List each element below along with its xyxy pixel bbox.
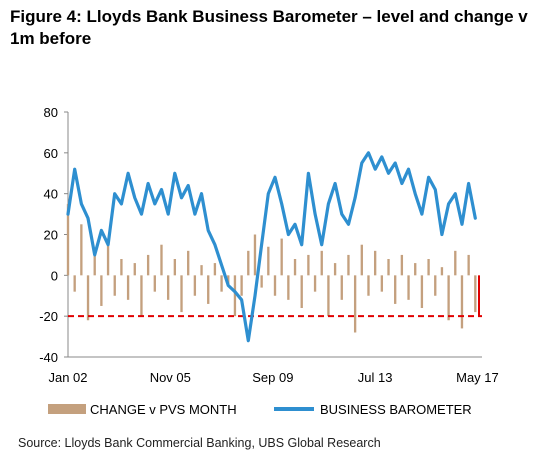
bar	[307, 254, 310, 276]
bar	[360, 244, 363, 276]
bar	[447, 275, 450, 321]
y-tick-label: 60	[44, 146, 58, 161]
x-tick-label: May 17	[456, 370, 499, 385]
bar	[106, 238, 110, 276]
bar	[86, 275, 90, 321]
bar	[474, 275, 477, 313]
bar	[166, 275, 170, 300]
legend-swatch-change	[48, 404, 86, 414]
bar	[146, 254, 150, 276]
legend-label-change: CHANGE v PVS MONTH	[90, 402, 237, 417]
bar	[407, 275, 410, 300]
bar	[460, 275, 464, 329]
bar	[180, 275, 183, 313]
y-tick-label: -20	[39, 309, 58, 324]
bar	[414, 263, 417, 276]
bar	[207, 275, 210, 304]
bar	[80, 224, 83, 276]
bar	[187, 250, 190, 276]
bar	[113, 275, 116, 296]
legend: CHANGE v PVS MONTH BUSINESS BAROMETER	[48, 402, 472, 417]
x-tick-label: Jul 13	[358, 370, 393, 385]
line-series	[66, 151, 477, 343]
bar	[160, 244, 163, 276]
bar	[387, 259, 390, 276]
bar	[267, 246, 270, 276]
bar	[93, 254, 96, 276]
y-tick-label: -40	[39, 350, 58, 365]
bar	[293, 259, 297, 276]
bar	[373, 250, 377, 276]
bar	[140, 275, 143, 317]
y-tick-label: 40	[44, 187, 58, 202]
axes	[64, 111, 482, 358]
bar	[126, 275, 130, 300]
bar	[300, 275, 303, 308]
chart-title: Figure 4: Lloyds Bank Business Barometer…	[10, 7, 528, 48]
bar	[73, 275, 76, 292]
bar	[173, 259, 177, 276]
y-tick-label: 20	[44, 228, 58, 243]
bar	[353, 275, 357, 333]
bar	[240, 275, 243, 296]
bar	[420, 275, 424, 308]
x-tick-labels: Jan 02 Nov 05 Sep 09 Jul 13 May 17	[48, 370, 498, 385]
bar	[213, 263, 217, 276]
bar	[273, 275, 277, 296]
y-tick-label: 80	[44, 105, 58, 120]
bar	[320, 250, 323, 276]
x-tick-label: Jan 02	[48, 370, 87, 385]
bar	[66, 203, 70, 276]
bar	[247, 250, 250, 276]
bar	[287, 275, 290, 300]
y-tick-labels: 80 60 40 20 0 -20 -40	[39, 105, 58, 365]
barometer-line	[66, 151, 477, 343]
bar	[394, 275, 397, 304]
bar	[347, 254, 350, 276]
bar	[400, 254, 404, 276]
bar	[327, 275, 330, 317]
bar	[153, 275, 156, 292]
legend-label-barometer: BUSINESS BAROMETER	[320, 402, 472, 417]
bar-series	[66, 203, 477, 333]
x-tick-label: Sep 09	[252, 370, 293, 385]
bar	[454, 250, 457, 276]
y-tick-label: 0	[51, 268, 58, 283]
bar	[200, 265, 203, 276]
bar	[193, 275, 197, 296]
bar	[100, 275, 103, 306]
bar	[367, 275, 370, 296]
bar	[340, 275, 343, 300]
bar	[467, 254, 470, 276]
bar	[220, 275, 223, 292]
bar	[253, 234, 257, 276]
bar	[233, 275, 237, 317]
bar	[120, 259, 123, 276]
bar	[260, 275, 263, 288]
reference-line-group	[68, 275, 482, 318]
bar	[440, 267, 444, 276]
bar	[333, 263, 337, 276]
bar	[380, 275, 384, 292]
bar	[427, 259, 430, 276]
bar	[280, 238, 283, 276]
bar	[313, 275, 317, 292]
x-tick-label: Nov 05	[150, 370, 191, 385]
bar	[434, 275, 437, 296]
source-note: Source: Lloyds Bank Commercial Banking, …	[18, 436, 381, 450]
bar	[133, 263, 136, 276]
